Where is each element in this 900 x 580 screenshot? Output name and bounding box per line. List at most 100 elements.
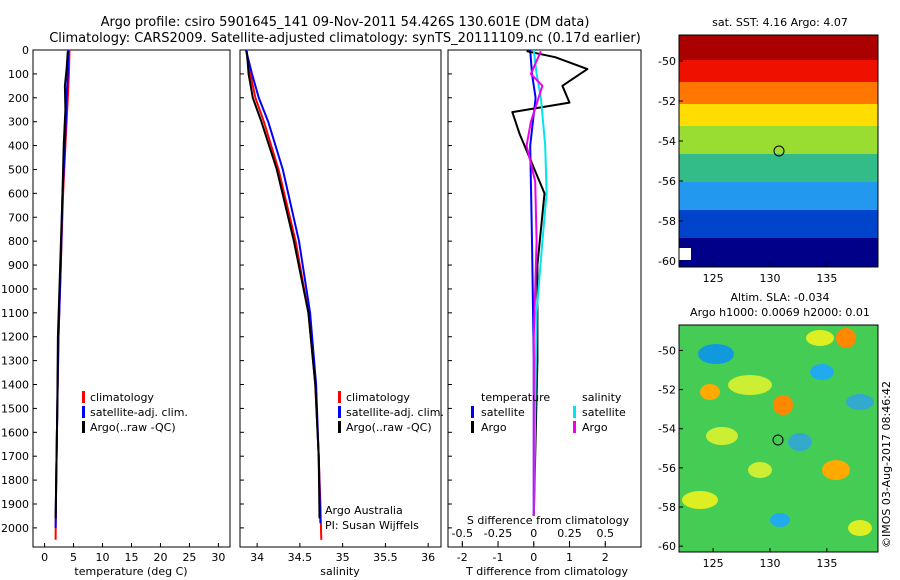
map-y-tick-label: -56 xyxy=(658,175,676,188)
depth-tick-label: 600 xyxy=(8,187,29,200)
sla-high-blob xyxy=(773,395,793,415)
map-y-tick-label: -54 xyxy=(658,135,676,148)
figure-title-line1: Argo profile: csiro 5901645_141 09-Nov-2… xyxy=(101,15,590,30)
sst-band-navy xyxy=(679,238,878,267)
sla-high-blob xyxy=(682,491,718,509)
x-tick-label: -2 xyxy=(457,551,468,564)
x-tick-label: 35 xyxy=(336,551,350,564)
x-tick-label: 1 xyxy=(566,551,573,564)
sst-band-red xyxy=(679,60,878,82)
sla-map-frame xyxy=(678,324,879,553)
depth-tick-label: 0 xyxy=(22,44,29,57)
legend-swatch-climatology xyxy=(338,391,341,403)
map-y-tick-label: -50 xyxy=(658,344,676,357)
x-tick-label: 30 xyxy=(211,551,225,564)
depth-tick-label: 1900 xyxy=(1,498,29,511)
sla-map-title-line1: Altim. SLA: -0.034 xyxy=(730,291,829,304)
credit-line1: Argo Australia xyxy=(325,504,403,517)
map-y-tick-label: -50 xyxy=(658,55,676,68)
legend-swatch-argo xyxy=(338,421,341,433)
depth-tick-label: 100 xyxy=(8,68,29,81)
sst-map-frame xyxy=(678,34,879,268)
x-tick-label: 34.5 xyxy=(288,551,313,564)
sla-map xyxy=(678,324,879,553)
series-line-temperature-argo xyxy=(511,50,589,516)
x-tick-label: 34 xyxy=(250,551,264,564)
salinity-xlabel: salinity xyxy=(320,565,360,578)
sla-low-blob xyxy=(770,513,790,527)
sla-map-axis: 125 130 135 -50 -52 -54 -56 -58 -60 xyxy=(658,344,837,570)
sst-map-axis: 125 130 135 -50 -52 -54 -56 -58 -60 xyxy=(658,55,837,285)
difference-legend: temperature salinity satellite Argo sate… xyxy=(471,391,626,434)
sla-high-blob xyxy=(806,330,834,346)
legend-argo: Argo(..raw -QC) xyxy=(90,421,176,434)
sla-high-blob xyxy=(822,460,850,480)
x-tick-label: -0.5 xyxy=(452,527,473,540)
map-y-tick-label: -54 xyxy=(658,423,676,436)
depth-tick-label: 1200 xyxy=(1,331,29,344)
map-y-tick-label: -52 xyxy=(658,384,676,397)
t-difference-axis: -2 -1 0 1 2 xyxy=(457,543,609,564)
map-y-tick-label: -60 xyxy=(658,540,676,553)
depth-tick-label: 1500 xyxy=(1,402,29,415)
depth-tick-label: 900 xyxy=(8,259,29,272)
s-difference-xlabel: S difference from climatology xyxy=(467,514,630,527)
legend-salinity: salinity xyxy=(582,391,622,404)
map-y-tick-label: -58 xyxy=(658,501,676,514)
x-tick-label: 0.5 xyxy=(597,527,615,540)
series-line-satellite-adj-clim- xyxy=(245,50,322,524)
salinity-plot-frame xyxy=(239,49,442,548)
sst-band-lightgreen xyxy=(679,126,878,154)
legend-swatch-climatology xyxy=(82,391,85,403)
legend-t-satellite: satellite xyxy=(481,406,525,419)
x-tick-label: 35.5 xyxy=(373,551,398,564)
sst-map-title: sat. SST: 4.16 Argo: 4.07 xyxy=(712,16,848,29)
legend-s-argo: Argo xyxy=(582,421,608,434)
x-tick-label: 0.25 xyxy=(557,527,582,540)
legend-temperature: temperature xyxy=(481,391,550,404)
t-difference-xlabel: T difference from climatology xyxy=(465,565,628,578)
x-tick-label: 20 xyxy=(153,551,167,564)
x-tick-label: 2 xyxy=(602,551,609,564)
sst-band-teal xyxy=(679,154,878,182)
salinity-legend: climatology satellite-adj. clim. Argo(..… xyxy=(338,391,444,434)
map-x-tick-label: 135 xyxy=(816,557,837,570)
figure-title-line2: Climatology: CARS2009. Satellite-adjuste… xyxy=(49,31,641,46)
map-x-tick-label: 130 xyxy=(759,557,780,570)
legend-climatology: climatology xyxy=(90,391,154,404)
sla-high-blob xyxy=(700,384,720,400)
series-line-climatology xyxy=(54,50,71,540)
sla-high-blob xyxy=(836,328,856,348)
x-tick-label: 0 xyxy=(530,527,537,540)
legend-swatch-argo xyxy=(82,421,85,433)
legend-argo: Argo(..raw -QC) xyxy=(346,421,432,434)
series-line-argo-raw-qc- xyxy=(245,51,321,519)
depth-tick-label: 1400 xyxy=(1,379,29,392)
temperature-xlabel: temperature (deg C) xyxy=(74,565,187,578)
sst-band-orange xyxy=(679,82,878,104)
sst-band-yellow xyxy=(679,104,878,126)
map-x-tick-label: 135 xyxy=(816,272,837,285)
sst-band-darkred xyxy=(679,35,878,60)
x-tick-label: 0 xyxy=(530,551,537,564)
legend-satellite: satellite-adj. clim. xyxy=(346,406,444,419)
sst-missing-data xyxy=(679,248,691,260)
x-tick-label: 36 xyxy=(421,551,435,564)
x-tick-label: 25 xyxy=(182,551,196,564)
x-tick-label: 0 xyxy=(41,551,48,564)
sst-profile-marker xyxy=(773,145,785,157)
footer-timestamp: ©IMOS 03-Aug-2017 08:46:42 xyxy=(880,381,893,548)
sst-band-lightblue xyxy=(679,182,878,210)
x-tick-label: 10 xyxy=(96,551,110,564)
map-y-tick-label: -58 xyxy=(658,215,676,228)
sst-band-blue xyxy=(679,210,878,238)
legend-t-argo: Argo xyxy=(481,421,507,434)
salinity-axis: 34 34.5 35 35.5 36 xyxy=(250,543,435,564)
sla-low-blob xyxy=(698,344,734,364)
x-tick-label: 15 xyxy=(125,551,139,564)
map-y-tick-label: -56 xyxy=(658,462,676,475)
legend-s-satellite: satellite xyxy=(582,406,626,419)
depth-tick-label: 400 xyxy=(8,140,29,153)
sla-map-title-line2: Argo h1000: 0.0069 h2000: 0.01 xyxy=(690,306,870,319)
salinity-series xyxy=(245,50,323,540)
